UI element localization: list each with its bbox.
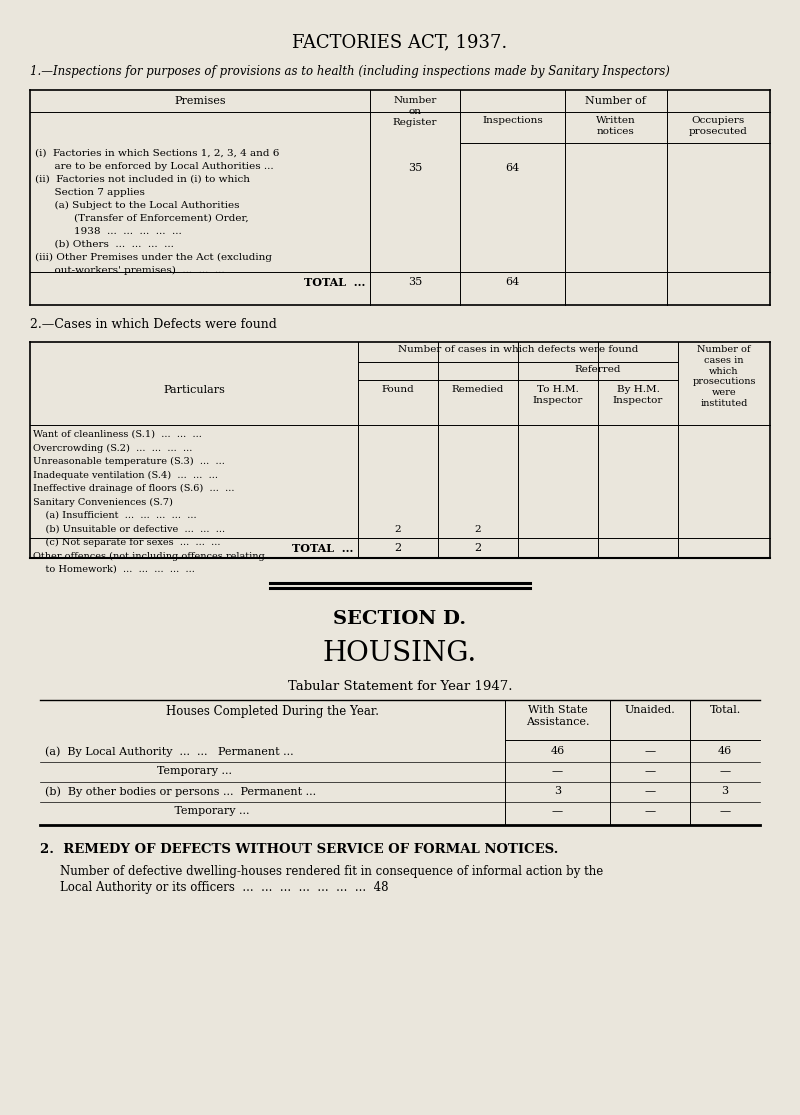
Text: Number
on
Register: Number on Register — [393, 96, 438, 127]
Text: Particulars: Particulars — [163, 385, 225, 395]
Text: (a) Insufficient  ...  ...  ...  ...  ...: (a) Insufficient ... ... ... ... ... — [33, 511, 197, 520]
Text: 64: 64 — [506, 277, 520, 287]
Text: 2: 2 — [394, 524, 402, 533]
Text: To H.M.
Inspector: To H.M. Inspector — [533, 385, 583, 405]
Text: 1938  ...  ...  ...  ...  ...: 1938 ... ... ... ... ... — [35, 227, 182, 236]
Text: TOTAL  ...: TOTAL ... — [292, 543, 353, 554]
Text: Houses Completed During the Year.: Houses Completed During the Year. — [166, 705, 379, 718]
Text: Temporary ...: Temporary ... — [45, 766, 232, 776]
Text: out-workers' premises)  ...  ...  ...: out-workers' premises) ... ... ... — [35, 266, 225, 275]
Text: (i)  Factories in which Sections 1, 2, 3, 4 and 6: (i) Factories in which Sections 1, 2, 3,… — [35, 149, 279, 158]
Text: 1.—Inspections for purposes of provisions as to health (including inspections ma: 1.—Inspections for purposes of provision… — [30, 65, 670, 78]
Text: —: — — [645, 786, 655, 796]
Text: —: — — [552, 766, 563, 776]
Text: (Transfer of Enforcement) Order,: (Transfer of Enforcement) Order, — [35, 214, 249, 223]
Text: are to be enforced by Local Authorities ...: are to be enforced by Local Authorities … — [35, 162, 274, 171]
Text: Premises: Premises — [174, 96, 226, 106]
Text: (ii)  Factories not included in (i) to which: (ii) Factories not included in (i) to wh… — [35, 175, 250, 184]
Text: Temporary ...: Temporary ... — [45, 806, 250, 816]
Text: Other offences (not including offences relating: Other offences (not including offences r… — [33, 552, 265, 561]
Text: —: — — [719, 766, 730, 776]
Text: Referred: Referred — [574, 365, 622, 374]
Text: Local Authority or its officers  ...  ...  ...  ...  ...  ...  ...  48: Local Authority or its officers ... ... … — [60, 881, 389, 894]
Text: —: — — [645, 746, 655, 756]
Text: 3: 3 — [722, 786, 729, 796]
Text: (iii) Other Premises under the Act (excluding: (iii) Other Premises under the Act (excl… — [35, 253, 272, 262]
Text: TOTAL  ...: TOTAL ... — [304, 277, 365, 288]
Text: Total.: Total. — [710, 705, 741, 715]
Text: Unaided.: Unaided. — [625, 705, 675, 715]
Text: 3: 3 — [554, 786, 561, 796]
Text: —: — — [552, 806, 563, 816]
Text: 35: 35 — [408, 163, 422, 173]
Text: Number of cases in which defects were found: Number of cases in which defects were fo… — [398, 345, 638, 353]
Text: 46: 46 — [550, 746, 565, 756]
Text: —: — — [645, 806, 655, 816]
Text: 2.—Cases in which Defects were found: 2.—Cases in which Defects were found — [30, 318, 277, 331]
Text: 2: 2 — [474, 543, 482, 553]
Text: Overcrowding (S.2)  ...  ...  ...  ...: Overcrowding (S.2) ... ... ... ... — [33, 444, 192, 453]
Text: 46: 46 — [718, 746, 732, 756]
Text: (a)  By Local Authority  ...  ...   Permanent ...: (a) By Local Authority ... ... Permanent… — [45, 746, 294, 757]
Text: Ineffective drainage of floors (S.6)  ...  ...: Ineffective drainage of floors (S.6) ...… — [33, 484, 234, 493]
Text: (b) Unsuitable or defective  ...  ...  ...: (b) Unsuitable or defective ... ... ... — [33, 524, 225, 533]
Text: 35: 35 — [408, 277, 422, 287]
Text: Inspections: Inspections — [482, 116, 543, 125]
Text: 64: 64 — [506, 163, 520, 173]
Text: (c) Not separate for sexes  ...  ...  ...: (c) Not separate for sexes ... ... ... — [33, 539, 221, 547]
Text: 2.  REMEDY OF DEFECTS WITHOUT SERVICE OF FORMAL NOTICES.: 2. REMEDY OF DEFECTS WITHOUT SERVICE OF … — [40, 843, 558, 856]
Text: (b)  By other bodies or persons ...  Permanent ...: (b) By other bodies or persons ... Perma… — [45, 786, 316, 796]
Text: Number of
cases in
which
prosecutions
were
instituted: Number of cases in which prosecutions we… — [692, 345, 756, 408]
Text: Remedied: Remedied — [452, 385, 504, 394]
Text: Sanitary Conveniences (S.7): Sanitary Conveniences (S.7) — [33, 497, 173, 506]
Text: Number of: Number of — [585, 96, 646, 106]
Text: Occupiers
prosecuted: Occupiers prosecuted — [689, 116, 748, 136]
Text: 2: 2 — [474, 524, 482, 533]
Text: Written
notices: Written notices — [596, 116, 636, 136]
Text: Found: Found — [382, 385, 414, 394]
Text: (a) Subject to the Local Authorities: (a) Subject to the Local Authorities — [35, 201, 239, 210]
Text: —: — — [719, 806, 730, 816]
Text: Inadequate ventilation (S.4)  ...  ...  ...: Inadequate ventilation (S.4) ... ... ... — [33, 471, 218, 479]
Text: Want of cleanliness (S.1)  ...  ...  ...: Want of cleanliness (S.1) ... ... ... — [33, 430, 202, 439]
Text: (b) Others  ...  ...  ...  ...: (b) Others ... ... ... ... — [35, 240, 174, 249]
Text: With State
Assistance.: With State Assistance. — [526, 705, 590, 727]
Text: FACTORIES ACT, 1937.: FACTORIES ACT, 1937. — [292, 33, 508, 51]
Text: Unreasonable temperature (S.3)  ...  ...: Unreasonable temperature (S.3) ... ... — [33, 457, 225, 466]
Text: Tabular Statement for Year 1947.: Tabular Statement for Year 1947. — [288, 680, 512, 694]
Text: Section 7 applies: Section 7 applies — [35, 188, 145, 197]
Text: Number of defective dwelling-houses rendered fit in consequence of informal acti: Number of defective dwelling-houses rend… — [60, 865, 603, 878]
Text: By H.M.
Inspector: By H.M. Inspector — [613, 385, 663, 405]
Text: HOUSING.: HOUSING. — [323, 640, 477, 667]
Text: SECTION D.: SECTION D. — [334, 610, 466, 628]
Text: 2: 2 — [394, 543, 402, 553]
Text: —: — — [645, 766, 655, 776]
Text: to Homework)  ...  ...  ...  ...  ...: to Homework) ... ... ... ... ... — [33, 565, 195, 574]
